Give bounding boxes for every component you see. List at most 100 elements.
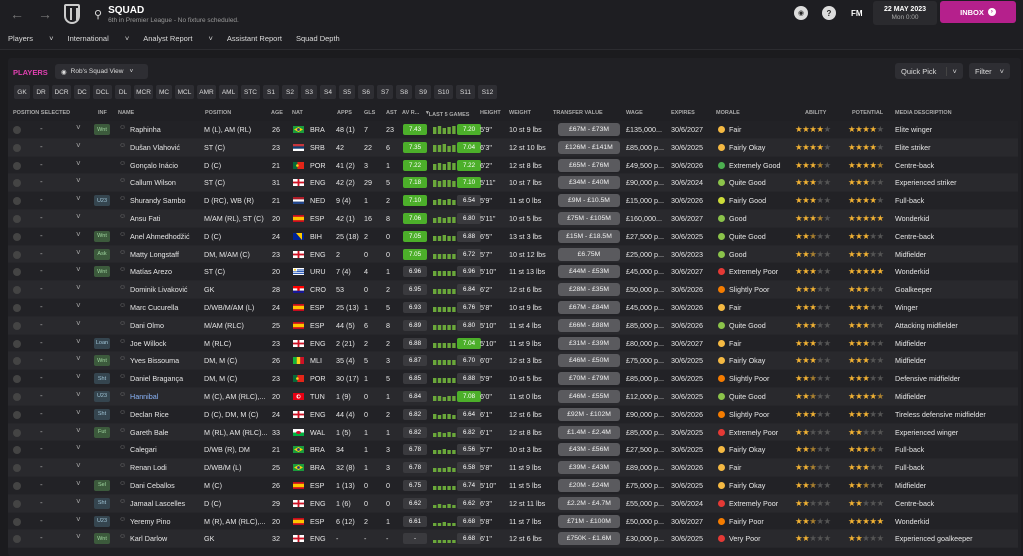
row-select-radio[interactable] <box>13 517 21 526</box>
player-nationality[interactable]: ESP <box>310 302 325 312</box>
row-select-radio[interactable] <box>13 143 21 152</box>
chevron-down-icon[interactable]: ˅ <box>76 283 81 293</box>
position-filter-s8[interactable]: S8 <box>396 85 412 99</box>
player-name[interactable]: Dominik Livaković <box>130 285 188 295</box>
row-select-radio[interactable] <box>13 214 21 223</box>
col-gls[interactable]: GLS <box>364 110 376 116</box>
quick-pick-button[interactable]: Quick Pick ˅ <box>895 63 963 79</box>
col-position-selected[interactable]: POSITION SELECTED <box>13 110 71 116</box>
table-row[interactable]: - ˅ Ask ☺ Matty Longstaff DM, M/AM (C) 23 ENG 2 0… <box>8 245 1018 264</box>
col-ability[interactable]: ABILITY <box>805 110 827 116</box>
chevron-down-icon[interactable]: ˅ <box>76 425 81 435</box>
table-row[interactable]: - ˅ ☺ Dominik Livaković GK 28 CRO 53 0 2 6.95 6.84 6… <box>8 281 1018 299</box>
forward-arrow-icon[interactable]: → <box>38 6 52 22</box>
row-select-radio[interactable] <box>13 179 21 188</box>
player-nationality[interactable]: ESP <box>310 516 325 526</box>
col-potential[interactable]: POTENTIAL <box>852 110 884 116</box>
col-inf[interactable]: INF <box>98 110 107 116</box>
player-nationality[interactable]: BIH <box>310 231 322 241</box>
table-row[interactable]: - ˅ Sht ☺ Jamaal Lascelles D (C) 29 ENG 1 (6) 0 0 6… <box>8 494 1018 513</box>
player-name[interactable]: Hannibal <box>130 391 159 401</box>
player-name[interactable]: Dušan Vlahović <box>130 142 180 152</box>
player-nationality[interactable]: MLI <box>310 356 322 366</box>
row-select-radio[interactable] <box>13 410 21 419</box>
chevron-down-icon[interactable]: ˅ <box>76 389 81 399</box>
chevron-down-icon[interactable]: ˅ <box>76 265 81 275</box>
position-filter-aml[interactable]: AML <box>219 85 238 99</box>
position-filter-dcr[interactable]: DCR <box>52 85 71 99</box>
position-filter-amr[interactable]: AMR <box>197 85 216 99</box>
position-filter-s5[interactable]: S5 <box>339 85 355 99</box>
row-select-radio[interactable] <box>13 268 21 277</box>
position-filter-s9[interactable]: S9 <box>415 85 431 99</box>
chevron-down-icon[interactable]: ˅ <box>76 532 81 542</box>
player-nationality[interactable]: SRB <box>310 142 325 152</box>
position-filter-stc[interactable]: STC <box>241 85 260 99</box>
chevron-down-icon[interactable]: ˅ <box>76 478 81 488</box>
position-filter-s7[interactable]: S7 <box>377 85 393 99</box>
table-row[interactable]: - ˅ Wnt ☺ Yves Bissouma DM, M (C) 26 MLI 35 (4) 5… <box>8 352 1018 371</box>
player-nationality[interactable]: ENG <box>310 178 326 188</box>
chevron-down-icon[interactable]: ˅ <box>76 194 81 204</box>
subnav-squad-depth[interactable]: Squad Depth <box>295 34 340 43</box>
col-last-5-games[interactable]: ▾ LAST 5 GAMES <box>426 110 470 118</box>
row-select-radio[interactable] <box>13 481 21 490</box>
row-select-radio[interactable] <box>13 161 21 170</box>
table-row[interactable]: - ˅ Sht ☺ Declan Rice D (C), DM, M (C) 24 ENG 44… <box>8 405 1018 424</box>
inbox-button[interactable]: INBOX › <box>940 1 1016 23</box>
club-crest-icon[interactable] <box>64 4 80 24</box>
position-filter-s4[interactable]: S4 <box>320 85 336 99</box>
col-transfer-value[interactable]: TRANSFER VALUE <box>553 110 603 116</box>
subnav-analyst-report[interactable]: Analyst Report ˅ <box>143 34 213 43</box>
position-filter-mc[interactable]: MC <box>156 85 172 99</box>
player-nationality[interactable]: BRA <box>310 445 325 455</box>
player-nationality[interactable]: CRO <box>310 285 326 295</box>
player-name[interactable]: Declan Rice <box>130 409 169 419</box>
position-filter-dcl[interactable]: DCL <box>93 85 112 99</box>
row-select-radio[interactable] <box>13 126 21 134</box>
position-filter-dc[interactable]: DC <box>74 85 90 99</box>
player-name[interactable]: Gonçalo Inácio <box>130 160 178 170</box>
col-expires[interactable]: EXPIRES <box>671 110 695 116</box>
search-icon[interactable]: ⚲ <box>94 8 103 21</box>
player-nationality[interactable]: BRA <box>310 125 325 134</box>
player-nationality[interactable]: ENG <box>310 534 326 544</box>
position-filter-s6[interactable]: S6 <box>358 85 374 99</box>
position-filter-s10[interactable]: S10 <box>434 85 453 99</box>
player-name[interactable]: Renan Lodi <box>130 463 167 473</box>
player-name[interactable]: Yves Bissouma <box>130 356 180 366</box>
chevron-down-icon[interactable]: ˅ <box>76 354 81 364</box>
row-select-radio[interactable] <box>13 357 21 366</box>
chevron-down-icon[interactable]: ˅ <box>76 229 81 239</box>
player-name[interactable]: Dani Ceballos <box>130 480 175 490</box>
chevron-down-icon[interactable]: ˅ <box>76 158 81 168</box>
player-name[interactable]: Marc Cucurella <box>130 302 179 312</box>
table-row[interactable]: - ˅ Sel ☺ Dani Ceballos M (C) 26 ESP 1 (13) 0 0 6.7… <box>8 476 1018 495</box>
position-filter-s1[interactable]: S1 <box>263 85 279 99</box>
subnav-assistant-report[interactable]: Assistant Report <box>226 34 282 43</box>
row-select-radio[interactable] <box>13 321 21 330</box>
chevron-down-icon[interactable]: ˅ <box>76 247 81 257</box>
position-filter-s3[interactable]: S3 <box>301 85 317 99</box>
table-row[interactable]: - ˅ Sht ☺ Daniel Bragança DM, M (C) 23 POR 30 (1… <box>8 370 1018 388</box>
fm-menu-button[interactable]: FM <box>851 9 863 18</box>
chevron-down-icon[interactable]: ˅ <box>76 443 81 453</box>
table-row[interactable]: - ˅ ☺ Calegari D/WB (R), DM 21 BRA 34 1 3 6.78 6.56… <box>8 441 1018 460</box>
chevron-down-icon[interactable]: ˅ <box>76 318 81 328</box>
player-name[interactable]: Dani Olmo <box>130 320 164 330</box>
help-icon[interactable]: ? <box>822 6 836 20</box>
table-row[interactable]: - ˅ Fut ☺ Gareth Bale M (RL), AM (RLC)... 33 WA… <box>8 423 1018 442</box>
position-filter-s11[interactable]: S11 <box>456 85 475 99</box>
table-row[interactable]: - ˅ Loan ☺ Joe Willock M (RLC) 23 ENG 2 (21) 2 2 6.… <box>8 334 1018 353</box>
col-ast[interactable]: AST <box>386 110 397 116</box>
col-age[interactable]: AGE <box>271 110 283 116</box>
col-height[interactable]: HEIGHT <box>480 110 501 116</box>
back-arrow-icon[interactable]: ← <box>10 6 24 22</box>
row-select-radio[interactable] <box>13 392 21 401</box>
chevron-down-icon[interactable]: ˅ <box>76 407 81 417</box>
table-row[interactable]: - ˅ U23 ☺ Hannibal M (C), AM (RLC),... 20 TUN 1 … <box>8 387 1018 406</box>
player-nationality[interactable]: URU <box>310 267 326 277</box>
subnav-players[interactable]: Players ˅ <box>8 34 54 43</box>
row-select-radio[interactable] <box>13 250 21 259</box>
filter-button[interactable]: Filter ˅ <box>969 63 1011 79</box>
